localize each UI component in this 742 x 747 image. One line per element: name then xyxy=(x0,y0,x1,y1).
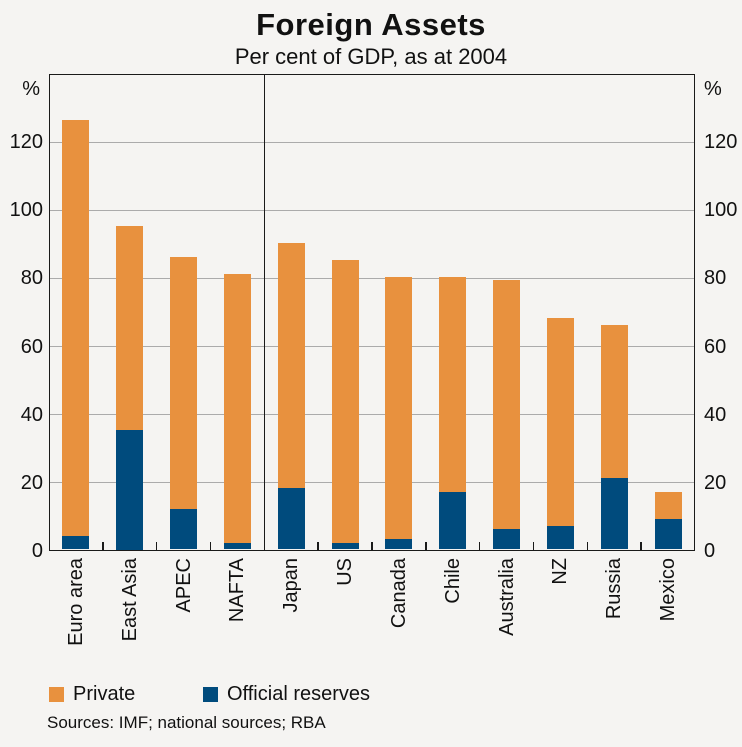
y-tick-label-left-20: 20 xyxy=(20,471,43,494)
bar-japan-private xyxy=(277,242,305,489)
bar-euro-area-private xyxy=(62,120,90,536)
x-axis-tick xyxy=(640,541,642,550)
x-axis-tick xyxy=(425,541,427,550)
y-tick-label-left-40: 40 xyxy=(20,403,43,426)
x-axis-tick xyxy=(317,541,319,550)
bar-mexico-private xyxy=(654,491,682,519)
bar-chile-private xyxy=(439,276,467,492)
x-axis-tick xyxy=(155,541,158,550)
legend-swatch-official-reserves xyxy=(203,687,218,702)
x-category-label-australia: Australia xyxy=(495,558,518,636)
bar-apec-private xyxy=(170,256,198,509)
gridline-100 xyxy=(49,209,695,211)
y-tick-label-left-60: 60 xyxy=(20,335,43,358)
y-tick-label-right-60: 60 xyxy=(704,335,727,358)
x-axis-tick xyxy=(478,541,481,550)
x-category-label-russia: Russia xyxy=(603,558,626,620)
bar-apec-official-reserves xyxy=(170,508,198,550)
legend-item-private: Private xyxy=(49,683,135,706)
bar-nafta-official-reserves xyxy=(223,542,251,550)
bar-us-official-reserves xyxy=(331,542,359,550)
x-category-label-euro-area: Euro area xyxy=(64,558,87,646)
x-category-label-chile: Chile xyxy=(441,558,464,604)
legend-label-official-reserves: Official reserves xyxy=(227,683,371,705)
y-tick-label-left-80: 80 xyxy=(20,267,43,290)
y-tick-label-right-120: 120 xyxy=(704,131,738,154)
y-tick-label-right-80: 80 xyxy=(704,267,727,290)
plot-area xyxy=(49,74,695,551)
y-tick-label-right-20: 20 xyxy=(704,471,727,494)
bar-nafta-private xyxy=(223,273,251,543)
x-axis-tick xyxy=(371,541,373,550)
bar-nz-private xyxy=(546,317,574,526)
bar-east-asia-private xyxy=(116,225,144,431)
bar-australia-private xyxy=(493,280,521,529)
gridline-40 xyxy=(49,414,695,416)
bar-canada-official-reserves xyxy=(385,539,413,550)
x-axis-tick xyxy=(532,541,535,550)
x-category-label-nafta: NAFTA xyxy=(226,558,249,623)
x-category-label-canada: Canada xyxy=(387,558,410,629)
x-category-label-us: US xyxy=(334,558,357,586)
y-tick-label-right-0: 0 xyxy=(704,540,716,562)
panel-divider xyxy=(263,74,266,551)
bar-euro-area-official-reserves xyxy=(62,535,90,550)
gridline-60 xyxy=(49,346,695,348)
bar-canada-private xyxy=(385,276,413,540)
y-axis-unit-right: % xyxy=(704,78,722,100)
chart-title: Foreign Assets xyxy=(256,7,486,42)
bar-us-private xyxy=(331,259,359,543)
bar-russia-private xyxy=(600,324,628,478)
legend-label-private: Private xyxy=(73,683,136,705)
legend-item-official-reserves: Official reserves xyxy=(203,683,370,706)
x-category-label-east-asia: East Asia xyxy=(118,558,141,642)
y-axis-unit-left: % xyxy=(22,78,40,100)
bar-east-asia-official-reserves xyxy=(116,430,144,550)
gridline-80 xyxy=(49,277,695,279)
bar-mexico-official-reserves xyxy=(654,518,682,550)
bar-russia-official-reserves xyxy=(600,477,628,550)
x-category-label-apec: APEC xyxy=(172,558,195,613)
gridline-120 xyxy=(49,141,695,143)
x-axis-tick xyxy=(586,541,589,550)
legend-swatch-private xyxy=(49,687,64,702)
source-note: Sources: IMF; national sources; RBA xyxy=(47,713,326,732)
y-tick-label-right-40: 40 xyxy=(704,403,727,426)
y-tick-label-right-100: 100 xyxy=(704,199,738,222)
y-tick-label-left-0: 0 xyxy=(31,540,43,562)
bar-chile-official-reserves xyxy=(439,491,467,550)
bar-australia-official-reserves xyxy=(493,529,521,550)
x-axis-tick xyxy=(102,541,104,550)
y-tick-label-left-120: 120 xyxy=(9,131,43,154)
bar-nz-official-reserves xyxy=(546,525,574,550)
x-axis-tick xyxy=(209,541,212,550)
bar-japan-official-reserves xyxy=(277,488,305,550)
y-tick-label-left-100: 100 xyxy=(9,199,43,222)
x-category-label-japan: Japan xyxy=(280,558,303,613)
chart-subtitle: Per cent of GDP, as at 2004 xyxy=(234,44,508,69)
x-category-label-mexico: Mexico xyxy=(657,558,680,622)
x-category-label-nz: NZ xyxy=(549,558,572,585)
gridline-20 xyxy=(49,482,695,484)
